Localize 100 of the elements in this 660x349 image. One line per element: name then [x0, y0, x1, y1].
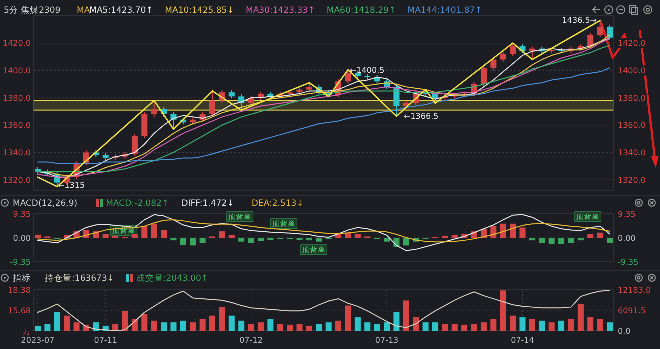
candlestick [588, 32, 594, 49]
y-tick-label: 1400.0 [3, 66, 31, 76]
bar [151, 224, 158, 238]
bar [520, 228, 526, 238]
x-tick-label: 07-14 [511, 336, 534, 345]
candlestick [480, 65, 487, 87]
text: MA144:1401.87↑ [408, 6, 482, 16]
candlestick [142, 112, 148, 139]
y2-tick-label: 0.00 [618, 234, 636, 243]
bar [326, 322, 332, 331]
bar [432, 322, 438, 331]
bar [606, 238, 614, 244]
bar [529, 319, 536, 331]
y-tick-label: 万 [23, 326, 31, 336]
bar [452, 324, 458, 331]
bar [588, 318, 594, 331]
text: MA60:1418.29↑ [326, 6, 396, 16]
text: MA30:1423.33↑ [246, 6, 316, 16]
bar [568, 238, 574, 244]
bar [462, 324, 468, 331]
bar [394, 312, 400, 331]
y2-tick-label: 1340.0 [618, 148, 646, 158]
series-label: DIFF:1.472↓ [182, 198, 234, 209]
bar [510, 316, 516, 331]
candlestick [510, 42, 516, 57]
bar [228, 316, 235, 331]
bar [277, 324, 284, 331]
bar [74, 322, 80, 331]
y2-tick-label: 9.35 [618, 210, 636, 219]
bar [374, 324, 380, 331]
y-tick-label: 1420.0 [3, 39, 31, 48]
bar [558, 320, 565, 331]
bar [403, 300, 410, 331]
candlestick [345, 70, 352, 84]
bar [200, 238, 206, 244]
text: 持仓量:163673↓ [45, 272, 114, 284]
bar [258, 322, 264, 331]
bar [64, 316, 70, 331]
candlestick [500, 52, 506, 62]
bar [142, 226, 148, 238]
bar [228, 235, 235, 238]
bar [452, 235, 458, 238]
bar [588, 234, 594, 238]
candlestick [490, 57, 497, 72]
bar [180, 320, 186, 331]
bar [132, 234, 138, 238]
x-tick-label: 2023-07 [21, 336, 55, 345]
bar [306, 238, 312, 241]
chart-title: MACD(12,26,9) [13, 198, 78, 209]
bar [384, 238, 390, 242]
bar [548, 238, 555, 244]
candlestick [151, 100, 158, 118]
y2-tick-label: 6091.5 [618, 306, 646, 316]
candlestick [210, 89, 216, 116]
bar [529, 238, 536, 241]
text: DEA:2.513↓ [252, 198, 304, 209]
line-series [38, 220, 610, 243]
x-tick-label: 07-11 [94, 336, 118, 345]
bar [578, 304, 584, 331]
bar [258, 238, 264, 242]
bar [510, 224, 516, 238]
bar [354, 234, 361, 238]
bar [238, 238, 245, 242]
bar [354, 318, 361, 331]
y2-tick-label: 1380.0 [618, 94, 646, 103]
bar [296, 324, 303, 331]
y2-tick-label: 1320.0 [618, 176, 646, 185]
bar [151, 320, 158, 331]
line-series [38, 214, 610, 252]
bar [210, 316, 216, 331]
bar [54, 312, 60, 331]
text: MA10:1425.85↓ [165, 6, 234, 16]
bar [248, 238, 254, 244]
bar [384, 322, 390, 331]
y-tick-label: 1340.0 [3, 148, 31, 158]
bar [248, 324, 254, 331]
bar [597, 232, 604, 238]
candlestick [597, 20, 604, 38]
bar [597, 319, 604, 331]
y2-tick-label: 1420.0 [618, 39, 646, 48]
bar [490, 226, 497, 238]
bar [539, 320, 546, 331]
x-tick-label: 07-13 [375, 336, 399, 345]
bar [490, 319, 497, 331]
y-tick-label: 15.68 [8, 306, 31, 316]
bar [471, 324, 478, 331]
bar [500, 224, 506, 238]
bar [500, 290, 506, 331]
candlestick [606, 24, 614, 40]
bar [606, 322, 614, 331]
y2-tick-label: 12183.0 [618, 286, 652, 295]
y2-tick-label: 1400.0 [618, 66, 646, 76]
bar [142, 314, 148, 331]
legend-title: MA [76, 6, 90, 16]
bar [306, 326, 312, 331]
y-tick-label: 18.38 [8, 286, 31, 295]
bar [122, 311, 128, 331]
bar [316, 324, 322, 331]
y-tick-label: 1320.0 [3, 176, 31, 185]
bar [34, 326, 42, 331]
